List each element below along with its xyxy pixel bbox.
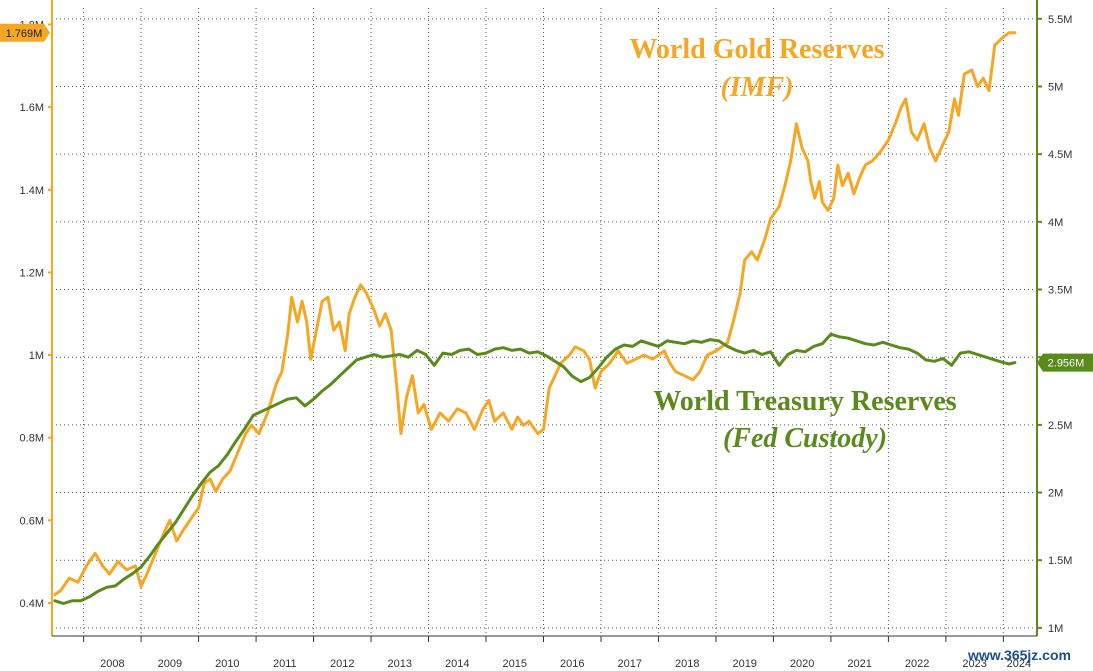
right-tick-label: 2M bbox=[1048, 488, 1063, 500]
left-tick-label: 1.4M bbox=[20, 185, 44, 197]
x-tick-label: 2014 bbox=[445, 658, 469, 670]
x-tick-label: 2012 bbox=[330, 658, 354, 670]
left-tick-label: 1M bbox=[29, 350, 44, 362]
treasury-last-value-label: 2.956M bbox=[1048, 358, 1085, 370]
treasury-subtitle-label: (Fed Custody) bbox=[723, 423, 887, 454]
gold-subtitle-label: (IMF) bbox=[720, 72, 793, 103]
chart-grid bbox=[52, 8, 1035, 636]
right-tick-label: 2.5M bbox=[1048, 420, 1072, 432]
chart-annotations: World Gold Reserves (IMF) World Treasury R… bbox=[629, 34, 956, 454]
x-tick-label: 2018 bbox=[675, 658, 699, 670]
right-tick-label: 5M bbox=[1048, 82, 1063, 94]
left-tick-label: 0.8M bbox=[20, 433, 44, 445]
x-tick-label: 2010 bbox=[215, 658, 239, 670]
right-tick-label: 3.5M bbox=[1048, 285, 1072, 297]
x-tick-label: 2015 bbox=[503, 658, 527, 670]
right-tick-label: 1M bbox=[1048, 623, 1063, 635]
left-tick-label: 0.6M bbox=[20, 515, 44, 527]
treasury-reserves-line bbox=[53, 332, 1017, 605]
x-tick-label: 2009 bbox=[158, 658, 182, 670]
treasury-title-label: World Treasury Reserves bbox=[653, 386, 956, 417]
x-tick-label: 2019 bbox=[732, 658, 756, 670]
x-tick-label: 2017 bbox=[617, 658, 641, 670]
x-tick-label: 2022 bbox=[905, 658, 929, 670]
treasury-last-value-badge bbox=[1037, 353, 1093, 372]
left-tick-label: 1.6M bbox=[20, 102, 44, 114]
x-tick-label: 2016 bbox=[560, 658, 584, 670]
right-tick-label: 4.5M bbox=[1048, 149, 1072, 161]
x-tick-label: 2024 bbox=[1007, 658, 1031, 670]
x-tick-label: 2023 bbox=[962, 658, 986, 670]
right-tick-label: 4M bbox=[1048, 217, 1063, 229]
x-tick-label: 2013 bbox=[388, 658, 412, 670]
x-tick-label: 2011 bbox=[273, 658, 297, 670]
x-tick-label: 2008 bbox=[100, 658, 124, 670]
gold-title-label: World Gold Reserves bbox=[629, 34, 884, 65]
x-tick-label: 2020 bbox=[790, 658, 814, 670]
gold-last-value-badge bbox=[0, 23, 50, 42]
watermark-text: www.365jz.com bbox=[967, 647, 1071, 663]
left-tick-label: 0.4M bbox=[20, 598, 44, 610]
gold-reserves-line bbox=[53, 31, 1017, 597]
right-tick-label: 1.5M bbox=[1048, 555, 1072, 567]
x-tick-label: 2021 bbox=[847, 658, 871, 670]
chart-axes bbox=[51, 0, 1038, 637]
last-value-badges: 1.769M 2.956M bbox=[0, 23, 1093, 372]
left-tick-label: 1.2M bbox=[20, 267, 44, 279]
series-layer bbox=[53, 31, 1017, 605]
right-tick-label: 5.5M bbox=[1048, 14, 1072, 26]
x-axis-ticks: 2008 2009 2010 2011 2012 2013 2014 2015 2016 2017… bbox=[83, 636, 1031, 670]
gold-last-value-label: 1.769M bbox=[6, 28, 43, 40]
